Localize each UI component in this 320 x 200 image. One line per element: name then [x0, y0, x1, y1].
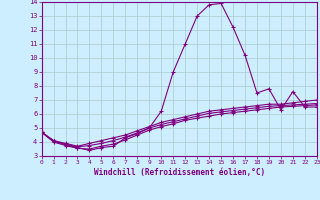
X-axis label: Windchill (Refroidissement éolien,°C): Windchill (Refroidissement éolien,°C): [94, 168, 265, 177]
